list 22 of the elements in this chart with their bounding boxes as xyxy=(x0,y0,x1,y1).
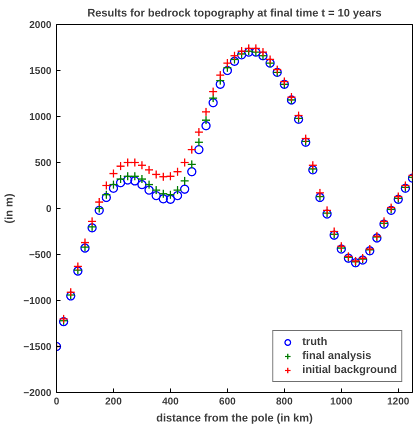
legend-label: final analysis xyxy=(302,349,372,363)
x-tick-label: 0 xyxy=(54,396,60,408)
x-tick-label: 400 xyxy=(162,396,180,408)
x-tick-label: 1000 xyxy=(330,396,353,408)
y-tick-label: −1500 xyxy=(23,342,52,353)
x-tick-label: 200 xyxy=(105,396,122,408)
y-tick-label: −1000 xyxy=(23,296,52,307)
legend-label: truth xyxy=(302,335,328,349)
x-tick-label: 1200 xyxy=(387,396,410,408)
y-tick-label: 0 xyxy=(46,204,52,215)
y-tick-label: −500 xyxy=(28,250,52,261)
y-tick-label: 1500 xyxy=(29,66,52,77)
y-tick-label: 500 xyxy=(34,158,52,169)
x-axis-title: distance from the pole (in km) xyxy=(156,412,314,424)
legend-label: initial background xyxy=(302,363,397,377)
y-axis-title: (in m) xyxy=(3,193,16,224)
y-tick-label: 1000 xyxy=(29,112,52,123)
y-tick-label: −2000 xyxy=(23,388,52,399)
chart-title: Results for bedrock topography at final time t = 10 years xyxy=(87,8,382,20)
y-tick-label: 2000 xyxy=(29,20,52,31)
x-tick-label: 600 xyxy=(219,396,236,408)
x-tick-label: 800 xyxy=(276,396,294,408)
